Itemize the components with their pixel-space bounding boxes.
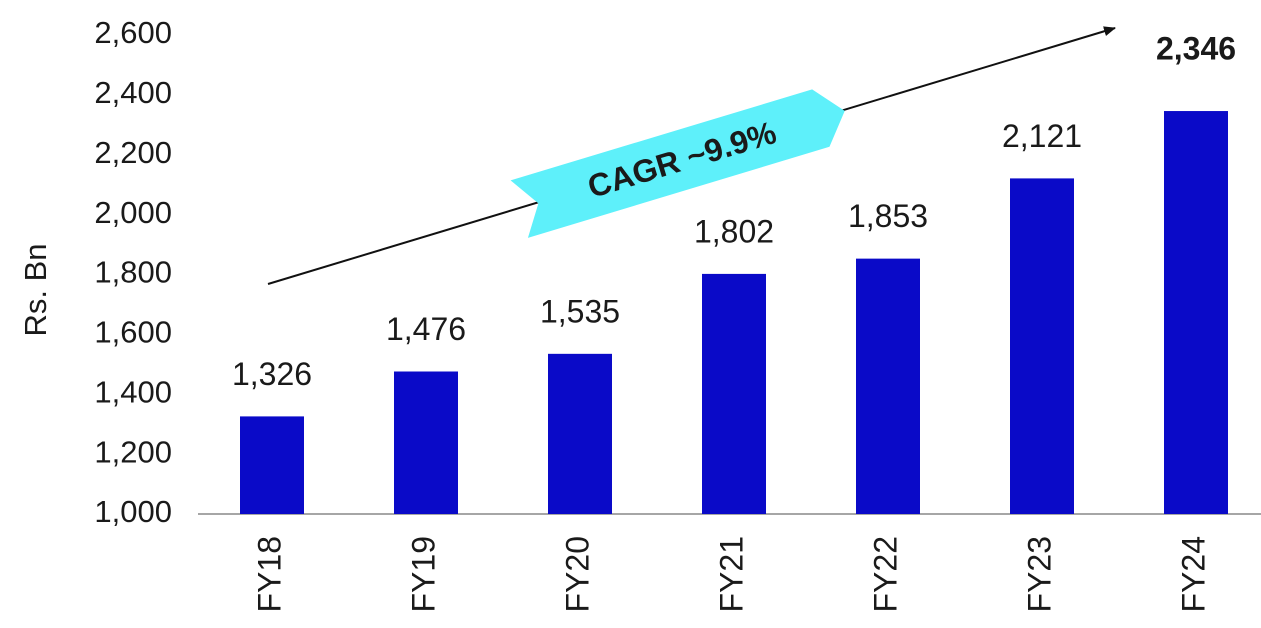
- y-tick-label: 2,600: [94, 15, 172, 50]
- y-tick-label: 1,000: [94, 494, 172, 529]
- y-tick-label: 1,600: [94, 315, 172, 350]
- bar: [856, 258, 920, 514]
- value-label: 2,121: [1002, 118, 1082, 154]
- y-tick-label: 1,800: [94, 255, 172, 290]
- y-tick-label: 1,200: [94, 434, 172, 469]
- x-tick-label: FY21: [713, 536, 749, 612]
- value-label: 1,853: [848, 198, 928, 234]
- value-label: 1,326: [232, 356, 312, 392]
- y-tick-label: 1,400: [94, 374, 172, 409]
- bar: [702, 273, 766, 514]
- x-tick-label: FY19: [405, 536, 441, 612]
- y-tick-label: 2,200: [94, 135, 172, 170]
- x-tick-label: FY18: [251, 536, 287, 612]
- value-label: 2,346: [1156, 30, 1236, 66]
- value-label: 1,476: [386, 311, 466, 347]
- y-tick-label: 2,400: [94, 75, 172, 110]
- cagr-banner: CAGR ~9.9%: [510, 89, 845, 238]
- bar: [240, 416, 304, 514]
- bar: [1010, 178, 1074, 514]
- bar: [394, 371, 458, 514]
- x-tick-label: FY20: [559, 536, 595, 612]
- value-label: 1,802: [694, 213, 774, 249]
- x-tick-label: FY22: [867, 536, 903, 612]
- bar: [548, 353, 612, 514]
- x-tick-label: FY23: [1021, 536, 1057, 612]
- value-label: 1,535: [540, 293, 620, 329]
- x-tick-label: FY24: [1175, 536, 1211, 612]
- y-tick-label: 2,000: [94, 195, 172, 230]
- y-axis-label: Rs. Bn: [18, 243, 53, 336]
- bar: [1164, 111, 1228, 514]
